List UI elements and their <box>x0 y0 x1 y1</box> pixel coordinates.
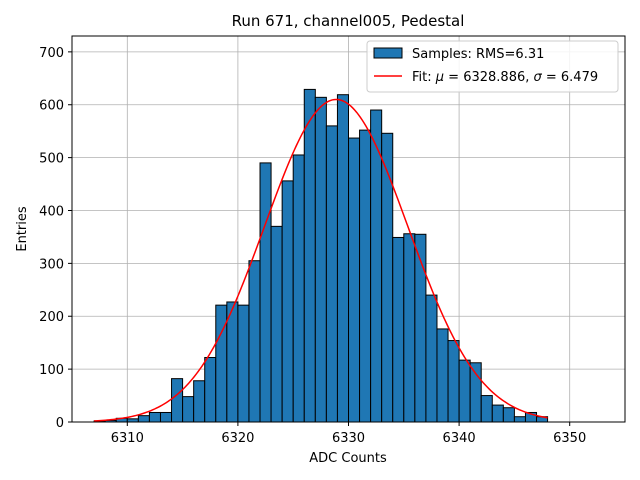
histogram-bar <box>270 225 283 423</box>
legend-histogram-label: Samples: RMS=6.31 <box>412 47 544 62</box>
legend-fit-mu-value: = 6328.886, <box>444 70 533 85</box>
histogram-bar <box>148 411 161 423</box>
histogram-bar <box>226 301 239 423</box>
y-tick-label: 200 <box>39 310 64 325</box>
x-tick-label: 6350 <box>553 431 586 446</box>
histogram-bar <box>171 378 184 423</box>
histogram-bar <box>292 154 305 423</box>
x-tick-label: 6320 <box>221 431 254 446</box>
legend-fit-sigma-value: = 6.479 <box>542 70 598 85</box>
legend-fit-mu-symbol: μ <box>435 70 444 85</box>
x-axis-ticks: 6310 6320 6330 6340 6350 <box>111 422 586 446</box>
histogram-bar <box>381 132 394 423</box>
legend-fit-label: Fit: μ = 6328.886, σ = 6.479 <box>412 70 598 85</box>
y-tick-label: 300 <box>39 257 64 272</box>
histogram-bar <box>336 94 350 423</box>
histogram-bar <box>513 416 526 423</box>
y-tick-label: 700 <box>39 46 64 61</box>
y-tick-label: 500 <box>39 152 64 167</box>
histogram-bar <box>392 236 405 423</box>
x-tick-label: 6310 <box>111 431 144 446</box>
histogram-bar <box>370 109 383 423</box>
histogram-bar <box>480 395 493 423</box>
x-axis-label: ADC Counts <box>309 451 387 466</box>
histogram-bar <box>325 125 338 423</box>
y-axis-label: Entries <box>15 206 30 252</box>
x-tick-label: 6340 <box>443 431 476 446</box>
histogram-bar <box>303 88 316 423</box>
histogram-bar <box>215 304 228 423</box>
histogram-bar <box>458 359 471 423</box>
x-tick-label: 6330 <box>332 431 365 446</box>
histogram-bar <box>348 137 361 423</box>
y-tick-label: 400 <box>39 204 64 219</box>
histogram-bar <box>469 362 482 423</box>
histogram-bar <box>359 129 372 423</box>
legend: Samples: RMS=6.31 Fit: μ = 6328.886, σ =… <box>366 40 619 93</box>
chart-title: Run 671, channel005, Pedestal <box>232 12 465 30</box>
histogram-bars <box>93 88 549 423</box>
histogram-bar <box>193 380 206 423</box>
histogram-bar <box>204 356 217 423</box>
legend-box <box>366 40 619 93</box>
histogram-bar <box>414 233 427 423</box>
y-tick-label: 100 <box>39 363 64 378</box>
histogram-bar <box>502 407 515 423</box>
histogram-bar <box>159 411 173 423</box>
histogram-bar <box>259 162 272 423</box>
gaussian-fit-curve <box>94 98 548 422</box>
histogram-bar <box>248 260 261 423</box>
y-tick-label: 600 <box>39 99 64 114</box>
histogram-bar <box>403 233 416 423</box>
histogram-bar <box>447 340 460 423</box>
legend-fit-sigma-symbol: σ <box>534 70 543 85</box>
histogram-bar <box>425 294 438 423</box>
legend-bar-swatch <box>373 47 403 59</box>
histogram-bar <box>436 328 449 423</box>
histogram-bar <box>182 396 195 423</box>
histogram-bar <box>137 415 150 423</box>
histogram-bar <box>491 404 504 423</box>
histogram-bar <box>314 96 327 423</box>
y-axis-ticks: 0 100 200 300 400 500 600 700 <box>39 46 72 431</box>
y-tick-label: 0 <box>56 416 64 431</box>
histogram-bar <box>281 180 294 423</box>
legend-fit-prefix: Fit: <box>412 70 436 85</box>
histogram-bar <box>237 304 250 423</box>
